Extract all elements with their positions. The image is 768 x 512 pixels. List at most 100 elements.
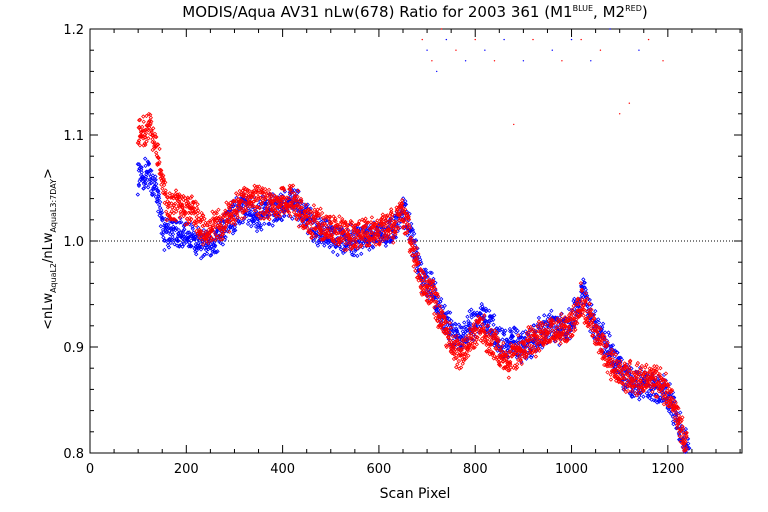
red-point <box>304 214 309 219</box>
red-point <box>680 441 685 446</box>
red-point <box>239 198 245 204</box>
red-point <box>294 198 300 203</box>
red-point <box>322 217 327 222</box>
y-tick-label: 0.8 <box>63 447 84 462</box>
red-point <box>602 337 608 342</box>
blue-point <box>233 228 238 233</box>
red-point <box>256 213 261 219</box>
red-point <box>198 228 203 234</box>
red-point <box>429 290 434 296</box>
red-point <box>560 331 565 337</box>
blue-series <box>135 28 692 455</box>
red-point <box>220 231 226 237</box>
red-point <box>233 218 238 223</box>
red-point <box>548 339 553 344</box>
red-point <box>666 404 671 409</box>
red-point <box>255 190 261 196</box>
red-point <box>174 209 179 214</box>
red-point <box>416 251 421 257</box>
red-point <box>613 352 619 357</box>
red-point <box>508 341 514 347</box>
red-point <box>433 286 438 291</box>
y-tick-label: 1.0 <box>63 235 84 250</box>
red-point <box>173 188 179 193</box>
red-point <box>280 207 285 213</box>
red-point <box>146 136 151 141</box>
blue-point <box>252 218 257 223</box>
red-point <box>343 241 349 246</box>
y-tick-label: 1.2 <box>63 23 84 38</box>
blue-point <box>349 250 354 255</box>
red-point <box>667 386 672 391</box>
red-point <box>460 361 465 366</box>
red-point <box>541 343 546 348</box>
red-point <box>161 173 166 178</box>
red-point <box>523 344 528 349</box>
blue-point <box>463 332 468 338</box>
red-point <box>553 338 558 344</box>
red-point <box>193 223 199 228</box>
red-point <box>654 394 660 400</box>
red-point <box>214 211 219 216</box>
red-point <box>223 223 229 229</box>
red-point <box>626 383 632 388</box>
red-point <box>455 351 460 356</box>
red-point <box>410 243 415 248</box>
red-point <box>567 327 573 333</box>
red-point <box>382 222 387 227</box>
red-point <box>513 342 518 348</box>
red-point <box>399 197 405 203</box>
red-point <box>199 210 204 216</box>
red-point <box>257 205 262 211</box>
red-point <box>470 341 475 346</box>
red-point <box>664 388 670 394</box>
red-point <box>375 233 381 238</box>
blue-point <box>322 243 327 248</box>
red-point <box>602 334 607 339</box>
blue-point <box>500 327 505 332</box>
red-point <box>590 333 596 338</box>
y-axis-label: <nLwAquaL2/nLwAquaL3:7DAY> <box>41 168 58 330</box>
red-point <box>673 400 678 405</box>
red-point <box>228 200 233 205</box>
red-point <box>576 302 581 307</box>
red-point <box>606 359 611 364</box>
blue-point <box>170 234 175 240</box>
red-point <box>185 197 191 202</box>
blue-point <box>518 335 523 340</box>
red-point <box>650 367 656 373</box>
red-point <box>454 333 459 339</box>
red-point <box>675 425 680 431</box>
blue-point <box>147 171 152 177</box>
red-point <box>318 206 323 211</box>
red-point <box>253 197 258 203</box>
red-point <box>515 345 520 350</box>
blue-point <box>258 223 264 228</box>
blue-point <box>410 229 416 235</box>
red-point <box>246 192 251 198</box>
red-point <box>684 430 689 435</box>
x-tick-label: 600 <box>367 462 392 477</box>
red-point <box>268 191 274 197</box>
blue-point <box>582 285 587 290</box>
red-point <box>363 223 368 229</box>
red-point <box>137 143 143 148</box>
red-point <box>284 205 289 210</box>
blue-point <box>228 225 233 230</box>
red-point <box>194 205 199 211</box>
red-point <box>147 118 152 124</box>
red-point <box>506 375 512 380</box>
red-point <box>235 212 240 218</box>
red-point <box>229 203 235 208</box>
red-point <box>444 319 449 325</box>
red-point <box>222 213 227 218</box>
red-point <box>529 343 534 349</box>
red-point <box>265 204 270 210</box>
red-point <box>289 184 294 189</box>
blue-outlier <box>464 60 467 62</box>
red-point <box>404 230 410 235</box>
blue-point <box>176 238 181 244</box>
red-point <box>634 393 640 398</box>
red-point <box>385 225 390 230</box>
